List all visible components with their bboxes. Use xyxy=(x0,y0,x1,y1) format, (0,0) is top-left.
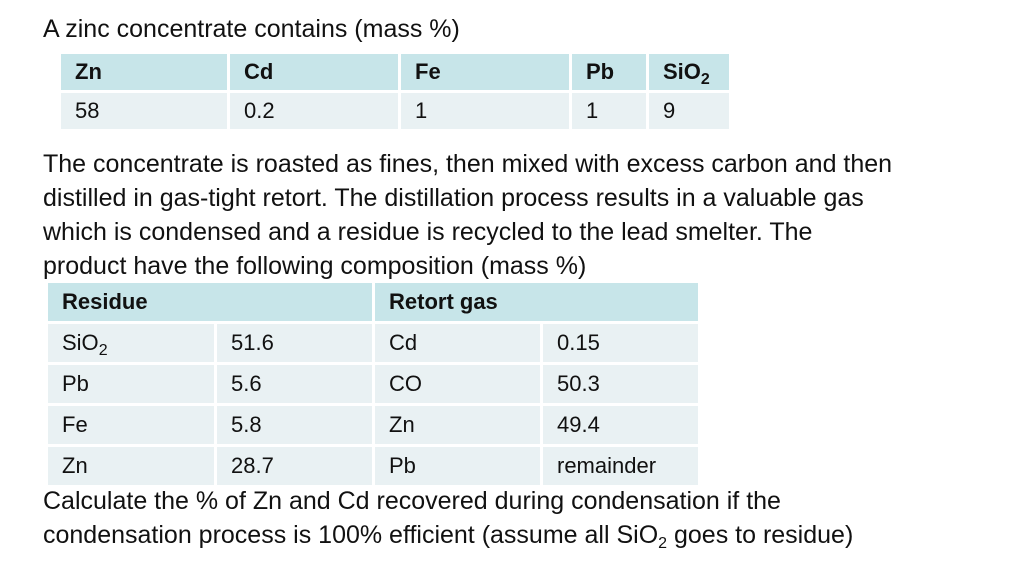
gas-component: Pb xyxy=(375,447,540,485)
question-line: Calculate the % of Zn and Cd recovered d… xyxy=(43,487,781,515)
question-line: condensation process is 100% efficient (… xyxy=(43,521,854,552)
gas-component: Cd xyxy=(375,324,540,362)
table-row: Zn 28.7 Pb remainder xyxy=(48,447,698,485)
header-retort-gas: Retort gas xyxy=(375,283,698,321)
table-row: Fe 5.8 Zn 49.4 xyxy=(48,406,698,444)
product-composition-table: Residue Retort gas SiO2 51.6 Cd 0.15 Pb … xyxy=(45,280,701,488)
gas-value: 50.3 xyxy=(543,365,698,403)
header-sio2: SiO2 xyxy=(649,54,729,90)
value-sio2: 9 xyxy=(649,93,729,129)
value-cd: 0.2 xyxy=(230,93,398,129)
residue-component: Fe xyxy=(48,406,214,444)
concentrate-composition-table: Zn Cd Fe Pb SiO2 58 0.2 1 1 9 xyxy=(58,51,732,132)
table-header-row: Zn Cd Fe Pb SiO2 xyxy=(61,54,729,90)
residue-component: Pb xyxy=(48,365,214,403)
table-header-row: Residue Retort gas xyxy=(48,283,698,321)
intro-text: A zinc concentrate contains (mass %) xyxy=(43,15,460,43)
gas-value: 49.4 xyxy=(543,406,698,444)
residue-value: 5.8 xyxy=(217,406,372,444)
header-cd: Cd xyxy=(230,54,398,90)
residue-component: SiO2 xyxy=(48,324,214,362)
residue-value: 51.6 xyxy=(217,324,372,362)
value-pb: 1 xyxy=(572,93,646,129)
gas-value: remainder xyxy=(543,447,698,485)
gas-component: CO xyxy=(375,365,540,403)
header-fe: Fe xyxy=(401,54,569,90)
process-paragraph: The concentrate is roasted as fines, the… xyxy=(43,147,892,283)
header-zn: Zn xyxy=(61,54,227,90)
table-row: SiO2 51.6 Cd 0.15 xyxy=(48,324,698,362)
table-row: Pb 5.6 CO 50.3 xyxy=(48,365,698,403)
paragraph-line: which is condensed and a residue is recy… xyxy=(43,218,813,246)
residue-value: 28.7 xyxy=(217,447,372,485)
gas-value: 0.15 xyxy=(543,324,698,362)
paragraph-line: distilled in gas-tight retort. The disti… xyxy=(43,184,864,212)
paragraph-line: product have the following composition (… xyxy=(43,252,587,280)
gas-component: Zn xyxy=(375,406,540,444)
question-text: Calculate the % of Zn and Cd recovered d… xyxy=(43,484,853,552)
residue-component: Zn xyxy=(48,447,214,485)
residue-value: 5.6 xyxy=(217,365,372,403)
header-pb: Pb xyxy=(572,54,646,90)
table-row: 58 0.2 1 1 9 xyxy=(61,93,729,129)
value-fe: 1 xyxy=(401,93,569,129)
value-zn: 58 xyxy=(61,93,227,129)
paragraph-line: The concentrate is roasted as fines, the… xyxy=(43,150,893,178)
header-residue: Residue xyxy=(48,283,372,321)
